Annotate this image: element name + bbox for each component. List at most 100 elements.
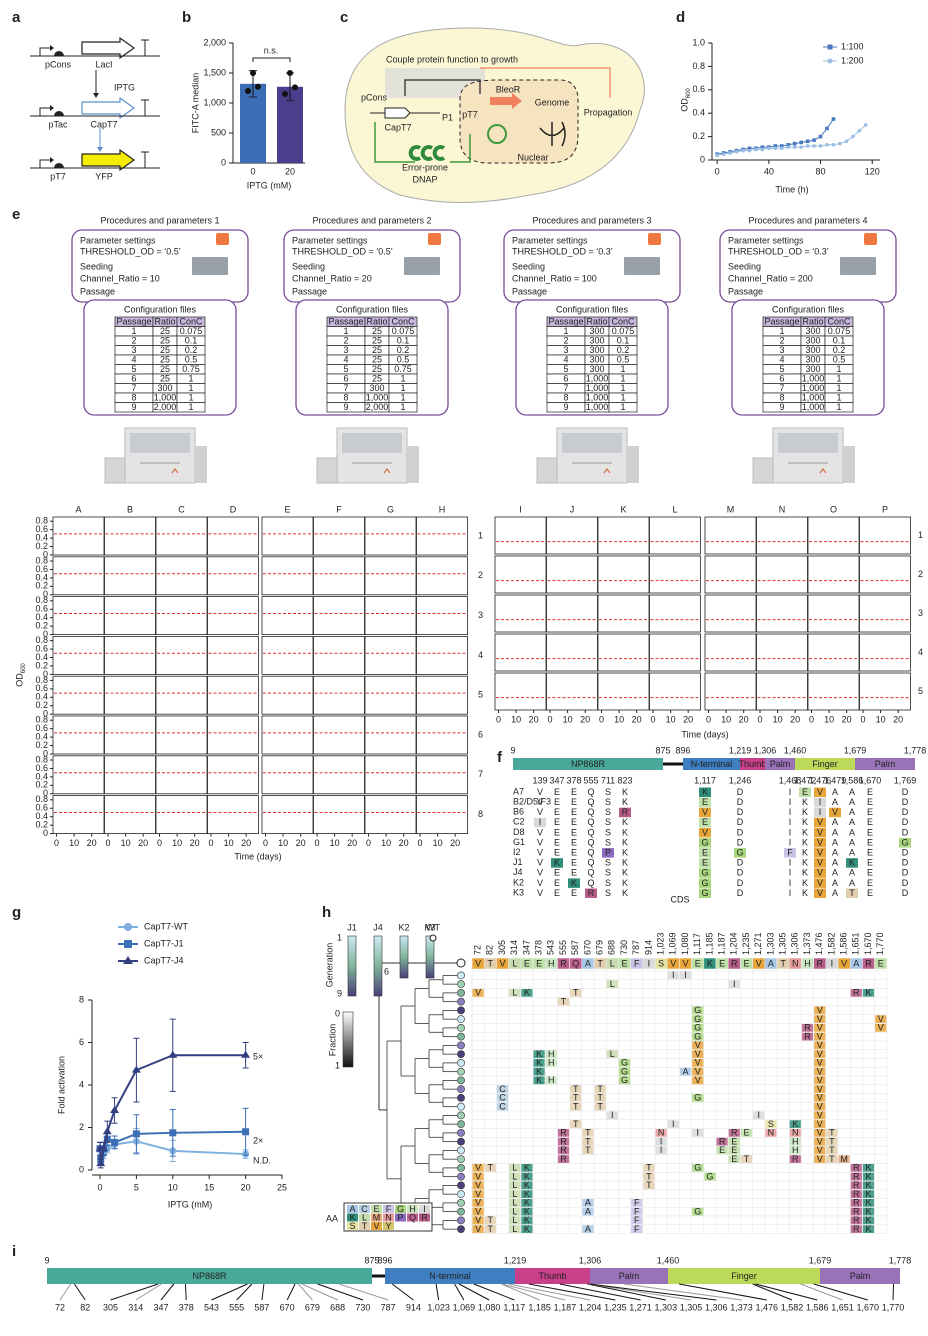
mutation-cell: [826, 1155, 838, 1163]
shape: [536, 457, 558, 484]
table-cell: 1: [620, 393, 625, 403]
residue: S: [605, 888, 611, 898]
table-cell: 1: [620, 364, 625, 374]
mutation-cell: [655, 1137, 667, 1146]
x-axis-label: Time (days): [681, 729, 728, 739]
dnap: [432, 145, 446, 161]
row-label: 5: [478, 690, 483, 700]
row-label: C2: [513, 817, 525, 827]
mutation-cell: [862, 1216, 875, 1225]
table-cell: 1,000: [586, 393, 609, 403]
mutation-cell: [582, 1199, 594, 1207]
domain-label: Palm: [875, 759, 896, 769]
column-label: 1,187: [716, 932, 726, 955]
residue: V: [841, 958, 847, 968]
domain: [795, 758, 855, 770]
mutation-cell: [814, 1111, 826, 1120]
marker: [799, 145, 803, 149]
residue: V: [817, 827, 823, 837]
shape: [824, 402, 854, 413]
table-cell: 25: [372, 345, 382, 355]
domain: [385, 1268, 515, 1284]
residue: E: [571, 888, 577, 898]
mutation-cell: [875, 1024, 887, 1032]
x-tick-label: 10: [278, 838, 288, 848]
residue: F: [634, 1198, 640, 1208]
mutation-cell: [789, 1146, 801, 1155]
label: Nuclear: [517, 152, 548, 162]
site-connector: [454, 1283, 465, 1301]
label: P1: [442, 112, 453, 122]
table-cell: 0.5: [833, 355, 846, 365]
site-connector: [73, 1283, 86, 1301]
residue: G: [701, 868, 708, 878]
generation-bar: [399, 935, 409, 979]
subplot: [546, 594, 598, 633]
x-tick-label: 0: [54, 838, 59, 848]
legend-label: J4: [373, 922, 383, 932]
residue: V: [817, 1040, 823, 1050]
marker: [110, 1106, 120, 1113]
mutation-cell: [484, 1216, 496, 1225]
x-tick-label: 20: [739, 714, 749, 724]
mutation-cell: [570, 989, 582, 997]
y-tick-label: 0.4: [35, 771, 48, 781]
table-cell: 1: [400, 393, 405, 403]
table-cell: 1: [188, 374, 193, 384]
residue: D: [737, 878, 744, 888]
aa-label: Q: [409, 1212, 416, 1222]
mutation-cell: [667, 971, 679, 980]
shape: [130, 433, 190, 453]
residue: K: [865, 1206, 871, 1216]
subplot: [313, 596, 365, 635]
marker: [851, 134, 855, 139]
label: Propagation: [584, 107, 633, 117]
mutation-cell: [692, 1207, 704, 1216]
marker: [827, 58, 833, 64]
highlight: [619, 807, 631, 818]
row-label: B6: [513, 807, 524, 817]
panel-label: a: [12, 9, 21, 26]
boundary-label: 875: [655, 745, 670, 755]
table-cell: 300: [805, 326, 820, 336]
residue: T: [573, 1093, 579, 1103]
site-connector: [473, 1283, 515, 1301]
residue: C: [499, 1084, 506, 1094]
residue: V: [475, 1171, 481, 1181]
table-cell: 1: [836, 374, 841, 384]
table-cell: 0.1: [397, 336, 410, 346]
residue: G: [736, 847, 743, 857]
highlight: [699, 888, 711, 898]
row-label: D8: [513, 827, 525, 837]
mutation-cell: [862, 1225, 875, 1233]
column-label: 1,235: [741, 932, 751, 955]
position-label: 1,479: [824, 775, 847, 785]
subplot: [207, 755, 259, 795]
residue: E: [719, 958, 725, 968]
residue: E: [554, 888, 560, 898]
mutation-cell: [801, 1024, 814, 1032]
table-cell: 300: [157, 383, 172, 393]
sample-node: [457, 1050, 465, 1059]
marker: [818, 144, 823, 148]
parameter: THRESHOLD_OD = ‘0.3’: [512, 246, 613, 256]
sample-node: [457, 1120, 465, 1129]
subplot: [416, 715, 468, 755]
residue: V: [817, 1119, 823, 1129]
panel-label: b: [182, 9, 191, 26]
mutation-cell: [814, 1146, 826, 1155]
subplot: [416, 636, 468, 675]
subplot: [52, 795, 105, 834]
table-cell: 3: [563, 345, 568, 355]
aa-label: N: [385, 1212, 392, 1222]
table-cell: 25: [372, 326, 382, 336]
y-tick-label: 0: [43, 589, 48, 599]
residue: K: [524, 1224, 530, 1234]
table-cell: 1: [836, 383, 841, 393]
residue: T: [573, 1101, 579, 1111]
mutation-cell: [533, 1076, 545, 1085]
site-connector: [501, 1283, 540, 1301]
residue: R: [560, 1154, 567, 1164]
residue: V: [702, 827, 708, 837]
residue: G: [694, 1163, 701, 1173]
